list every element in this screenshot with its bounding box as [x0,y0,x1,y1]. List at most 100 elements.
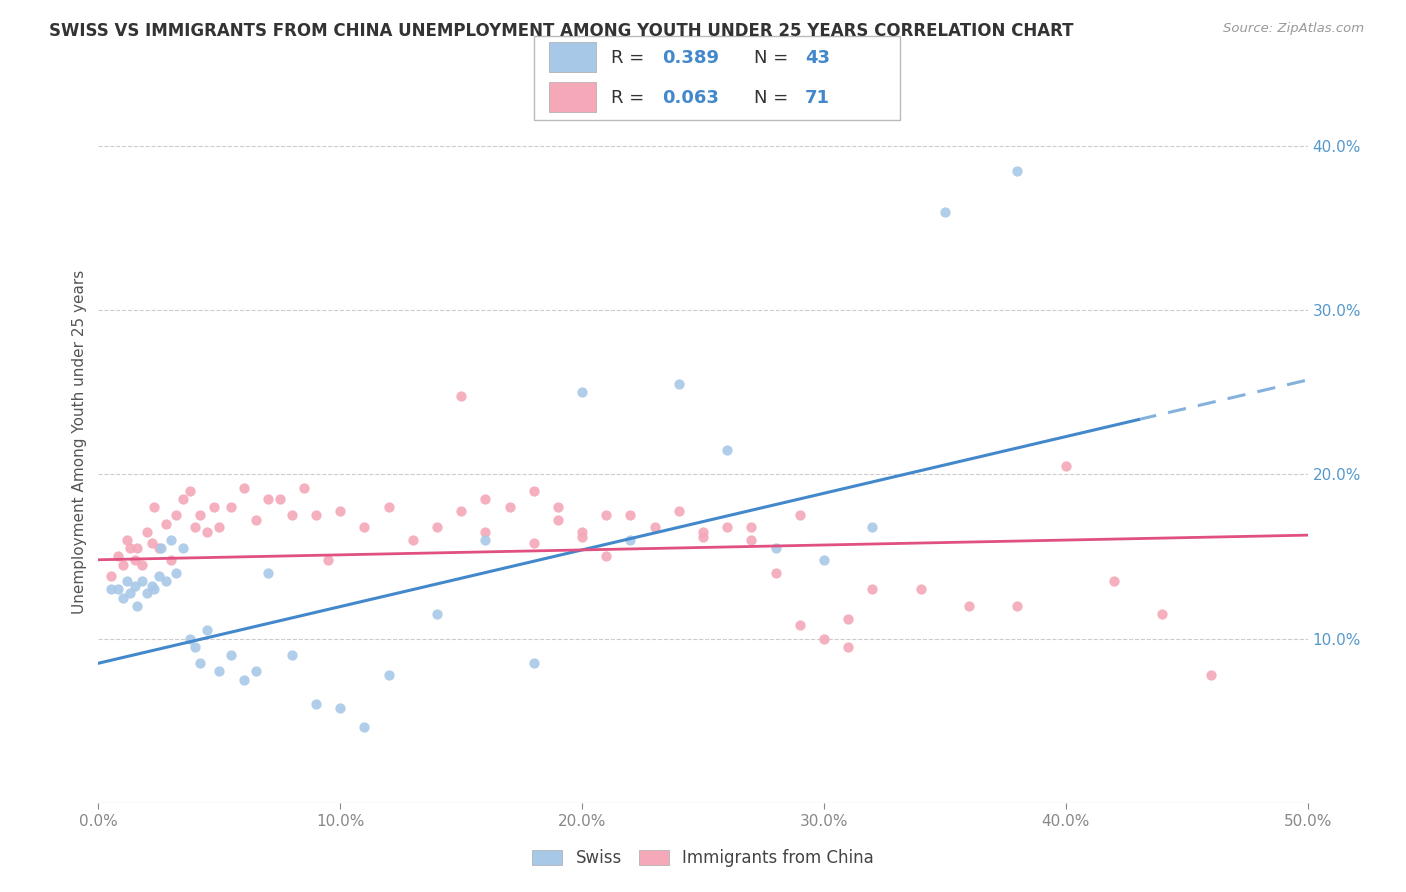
Text: N =: N = [754,88,793,106]
Point [426,607,449,621]
Point [329,700,352,714]
Point [118,585,141,599]
Point [595,508,617,523]
Point [571,385,593,400]
Text: SWISS VS IMMIGRANTS FROM CHINA UNEMPLOYMENT AMONG YOUTH UNDER 25 YEARS CORRELATI: SWISS VS IMMIGRANTS FROM CHINA UNEMPLOYM… [49,22,1074,40]
Point [402,533,425,547]
Point [1007,599,1029,613]
Point [135,585,157,599]
Point [155,516,177,531]
Point [143,582,166,597]
Point [474,491,496,506]
Point [474,533,496,547]
Point [117,574,139,588]
Point [595,549,617,564]
Point [765,566,787,580]
Point [195,624,218,638]
Y-axis label: Unemployment Among Youth under 25 years: Unemployment Among Youth under 25 years [72,269,87,614]
Point [124,579,146,593]
Point [131,558,153,572]
Point [571,530,593,544]
Point [353,720,375,734]
Point [141,579,163,593]
Point [377,667,399,681]
Point [124,553,146,567]
Point [141,536,163,550]
Point [619,508,641,523]
Point [305,508,328,523]
Point [165,566,187,580]
Point [155,574,177,588]
Point [150,541,173,556]
Point [523,657,546,671]
Point [716,520,738,534]
Point [100,569,122,583]
Point [474,524,496,539]
Point [135,524,157,539]
Point [172,541,194,556]
Point [934,204,956,219]
Point [131,574,153,588]
Point [910,582,932,597]
Point [184,640,207,654]
Text: R =: R = [612,49,650,67]
Point [860,582,883,597]
Point [107,582,129,597]
Point [127,541,149,556]
Point [269,491,291,506]
Point [179,632,201,646]
Point [195,524,218,539]
Point [957,599,980,613]
Point [837,640,859,654]
Point [127,599,149,613]
Point [523,536,546,550]
Point [813,553,835,567]
Point [692,530,714,544]
Point [208,665,231,679]
Point [1199,667,1222,681]
Text: Source: ZipAtlas.com: Source: ZipAtlas.com [1223,22,1364,36]
Point [292,481,315,495]
Bar [548,43,596,72]
Point [740,520,762,534]
Point [789,508,811,523]
Point [860,520,883,534]
Point [188,657,211,671]
Text: 0.063: 0.063 [662,88,718,106]
Point [221,500,243,515]
Point [245,513,267,527]
Point [789,618,811,632]
Point [107,549,129,564]
Point [426,520,449,534]
Point [148,541,170,556]
Point [232,481,254,495]
Point [245,665,267,679]
Point [716,442,738,457]
Point [204,500,226,515]
Point [644,520,666,534]
Point [523,483,546,498]
Point [571,524,593,539]
Text: N =: N = [754,49,793,67]
Point [143,500,166,515]
Point [353,520,375,534]
Point [117,533,139,547]
Point [160,553,183,567]
Point [619,533,641,547]
Point [740,533,762,547]
Point [179,483,201,498]
Point [547,513,569,527]
Point [256,491,278,506]
Point [377,500,399,515]
Point [837,612,859,626]
Point [692,524,714,539]
Point [1054,459,1077,474]
Text: 0.389: 0.389 [662,49,720,67]
Point [160,533,183,547]
Point [450,388,472,402]
Point [498,500,520,515]
Bar [548,82,596,112]
Point [111,558,134,572]
Point [221,648,243,662]
Point [111,591,134,605]
